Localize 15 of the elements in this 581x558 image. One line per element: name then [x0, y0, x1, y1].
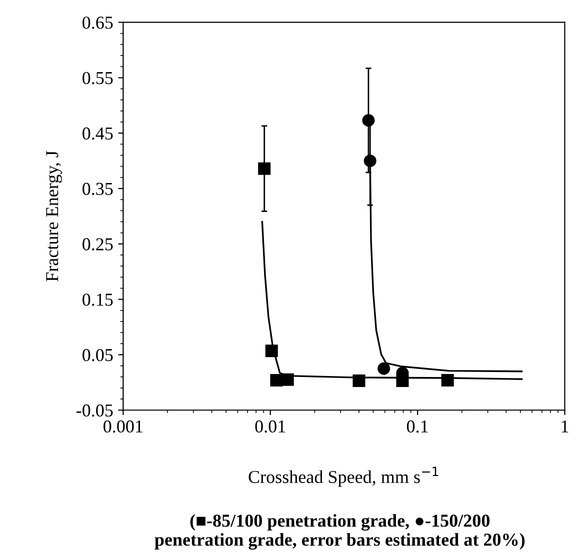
x-tick-label: 0.1 — [406, 420, 428, 433]
y-tick-label: 0.65 — [82, 16, 113, 29]
y-tick-label: 0.45 — [82, 127, 113, 140]
y-tick-label: -0.05 — [76, 404, 113, 417]
x-tick-label: 0.001 — [104, 420, 142, 433]
x-axis-title: Crosshead Speed, mm s$^{−1}$ — [248, 466, 438, 487]
y-tick-label: 0.25 — [82, 238, 113, 250]
y-tick-label: 0.15 — [82, 294, 113, 306]
text: (■-85/100 penetration grade, ●-150/200 penetration grade, error bars estimated at 20%) — [154, 514, 525, 550]
x-tick-label: 1 — [562, 420, 568, 432]
y-tick-label: 0.05 — [82, 348, 113, 362]
y-axis-title: Fracture Energy, J — [46, 150, 62, 282]
y-tick-label: 0.55 — [82, 72, 113, 84]
x-tick-label: 0.01 — [255, 420, 286, 433]
y-tick-label: 0.35 — [82, 182, 113, 196]
